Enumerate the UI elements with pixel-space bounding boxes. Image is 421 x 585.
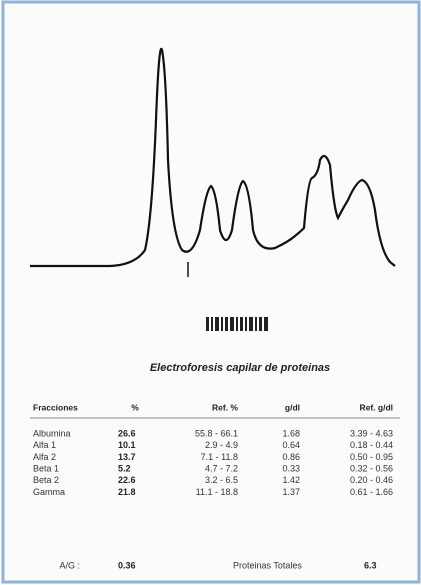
table-cell: Beta 1 [33, 463, 59, 473]
table-cell: 10.1 [118, 440, 136, 450]
table-cell: 2.9 - 4.9 [205, 440, 238, 450]
table-cell: 0.18 - 0.44 [350, 440, 393, 450]
table-cell: 0.50 - 0.95 [350, 452, 393, 462]
ag-value: 0.36 [118, 560, 136, 570]
report: Electroforesis capilar de proteinas Frac… [0, 0, 421, 585]
table-cell: 1.42 [282, 475, 300, 485]
ag-label: A/G : [59, 560, 80, 570]
column-header: g/dl [285, 402, 300, 412]
column-header: % [131, 402, 139, 412]
column-header: Ref. g/dl [359, 402, 393, 412]
barcode [206, 317, 268, 331]
table-cell: 7.1 - 11.8 [201, 452, 238, 462]
column-header: Fracciones [33, 402, 78, 412]
table-cell: 5.2 [118, 463, 131, 473]
total-value: 6.3 [364, 560, 377, 570]
table-cell: 55.8 - 66.1 [195, 428, 238, 438]
table-cell: 3.2 - 6.5 [205, 475, 238, 485]
column-header: Ref. % [212, 402, 238, 412]
table-cell: 11.1 - 18.8 [196, 487, 238, 497]
table-cell: 4.7 - 7.2 [205, 463, 238, 473]
table-cell: 26.6 [118, 428, 136, 438]
table-cell: 13.7 [118, 452, 136, 462]
table-cell: 1.68 [282, 428, 300, 438]
table-cell: 0.20 - 0.46 [350, 475, 393, 485]
table-cell: 0.32 - 0.56 [350, 463, 393, 473]
table-cell: 1.37 [282, 487, 300, 497]
table-cell: 0.64 [282, 440, 300, 450]
electropherogram [30, 49, 395, 266]
table-cell: 0.33 [282, 463, 300, 473]
table-cell: 21.8 [118, 487, 136, 497]
table-cell: 3.39 - 4.63 [350, 428, 393, 438]
table-cell: Alfa 2 [33, 452, 56, 462]
table-cell: Beta 2 [33, 475, 59, 485]
table-cell: Gamma [33, 487, 65, 497]
table-cell: Albumina [33, 428, 71, 438]
report-title: Electroforesis capilar de proteinas [150, 362, 330, 374]
table-cell: 0.61 - 1.66 [350, 487, 393, 497]
table-cell: 0.86 [282, 452, 300, 462]
total-label: Proteinas Totales [233, 560, 302, 570]
results-table: Fracciones% Ref. % g/dl Ref. g/dl Albumina 26… [33, 402, 393, 497]
report-page: Electroforesis capilar de proteinas Frac… [0, 0, 421, 585]
table-cell: 22.6 [118, 475, 136, 485]
table-cell: Alfa 1 [33, 440, 56, 450]
